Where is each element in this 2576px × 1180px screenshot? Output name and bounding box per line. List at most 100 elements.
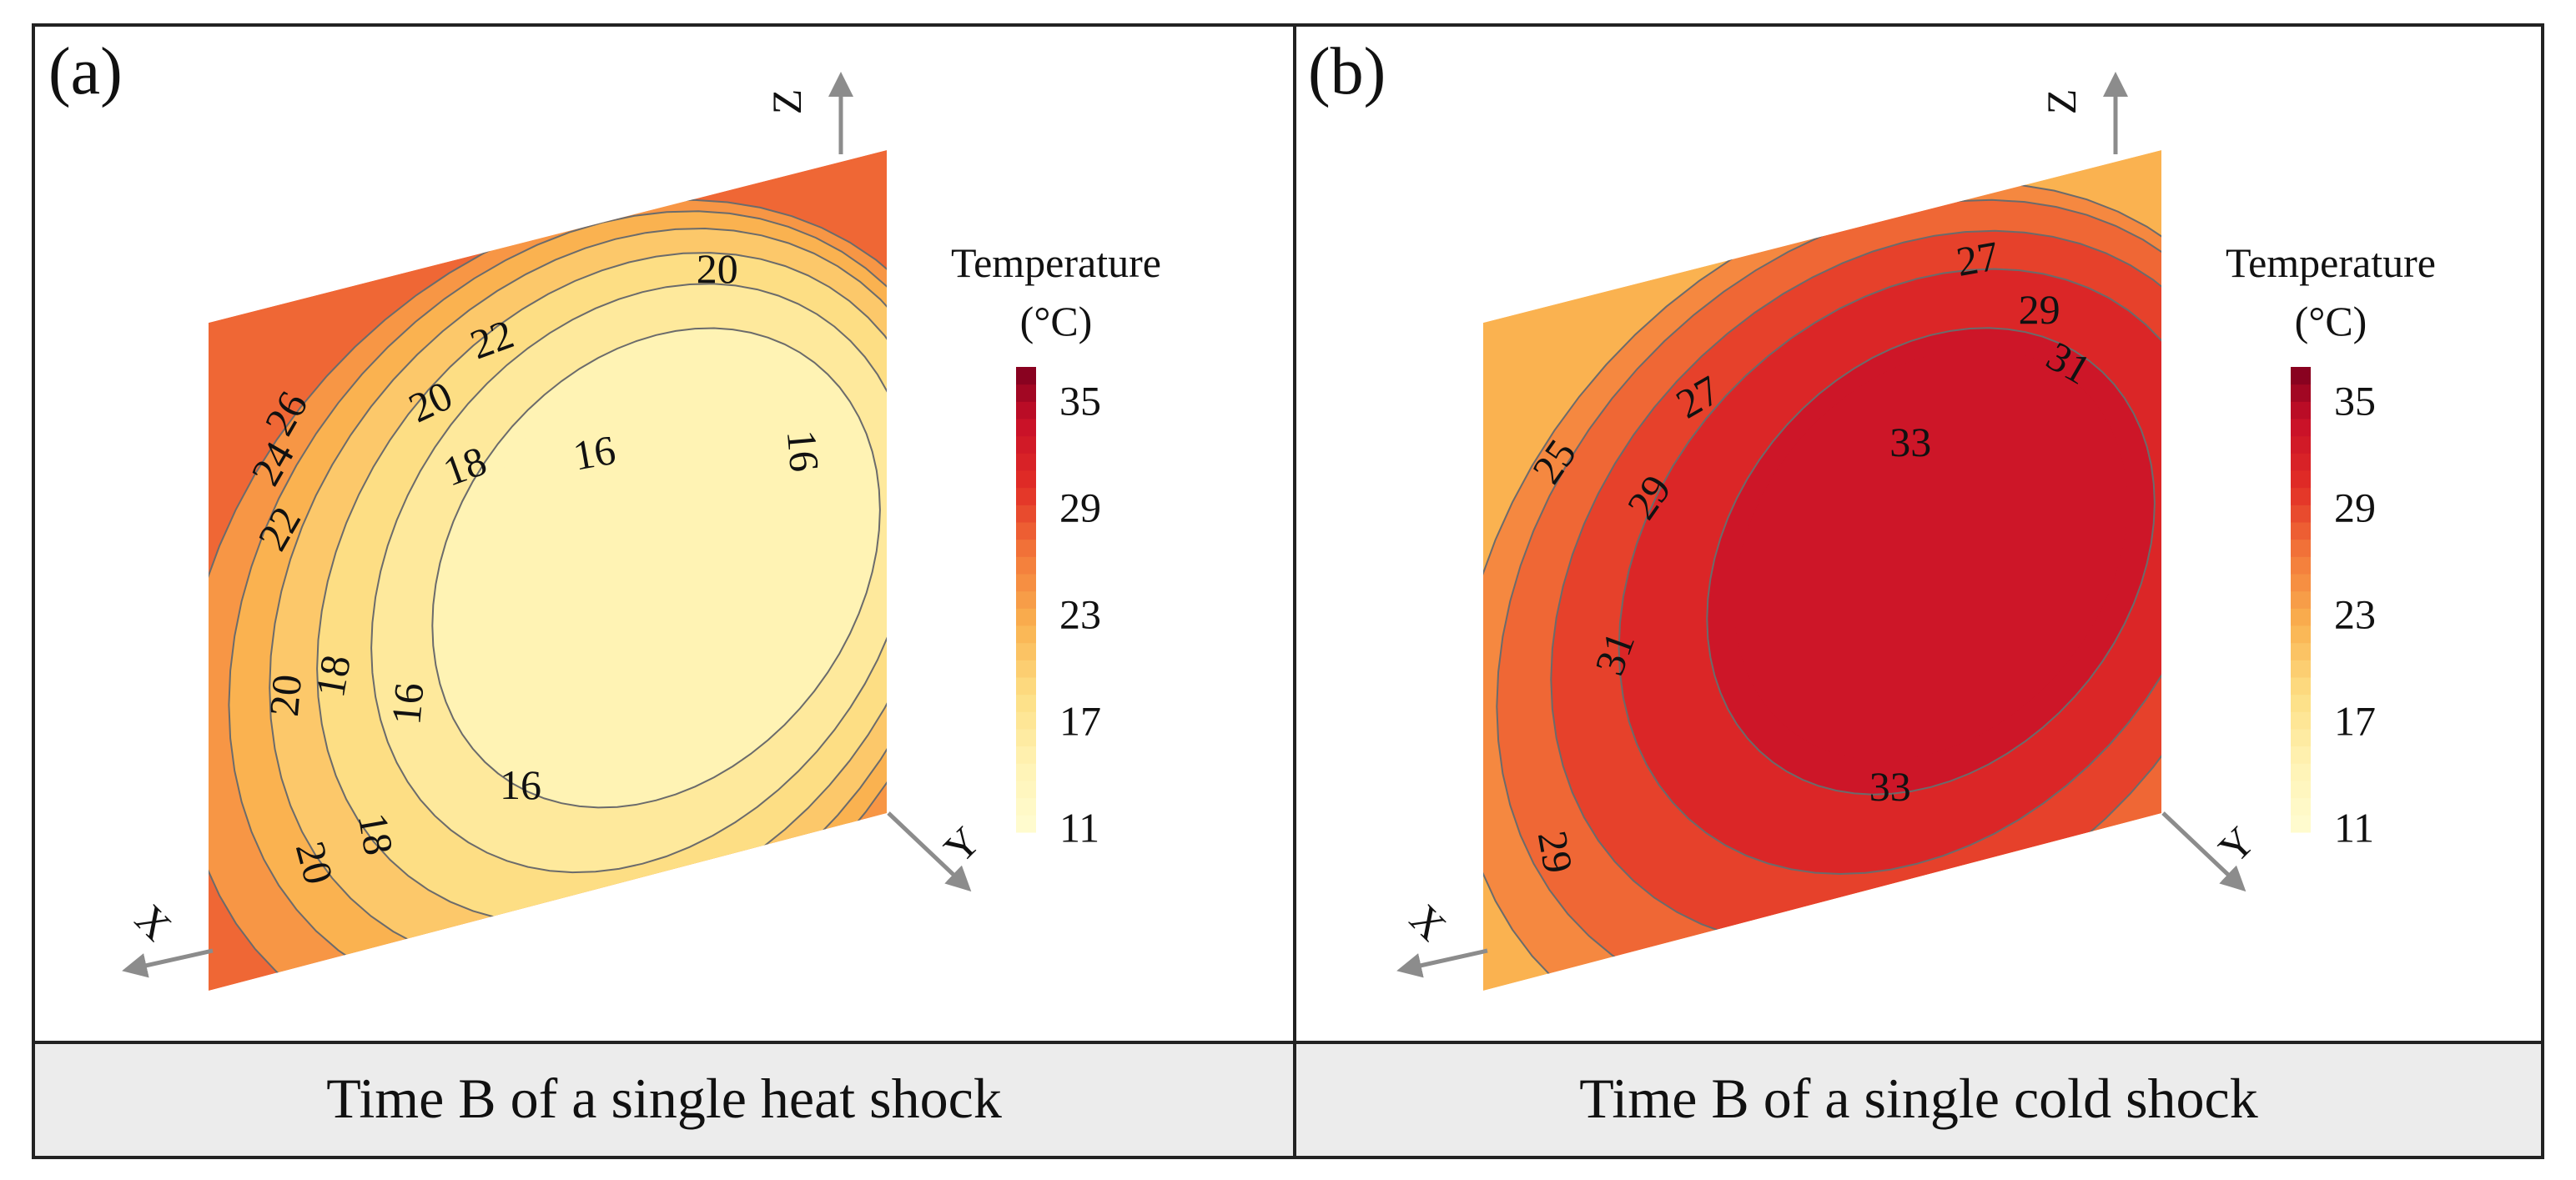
x-axis-arrow xyxy=(122,948,214,978)
colorbar-swatch xyxy=(2291,556,2311,575)
colorbar-swatch xyxy=(2291,711,2311,730)
contour-band xyxy=(1733,349,2128,761)
contour-label: 29 xyxy=(2019,286,2060,333)
colorbar-unit: (°C) xyxy=(2295,298,2367,344)
colorbar-swatch xyxy=(1016,729,1036,747)
colorbar-swatch xyxy=(1016,608,1036,626)
caption-band xyxy=(33,1042,2543,1157)
colorbar-swatch xyxy=(2291,539,2311,557)
panel-b-letter: (b) xyxy=(1308,35,1386,108)
colorbar-swatch xyxy=(1016,574,1036,592)
colorbar-swatch xyxy=(2291,384,2311,402)
colorbar-swatch xyxy=(1016,435,1036,454)
x-axis-label: X xyxy=(126,895,180,949)
colorbar-swatch xyxy=(1016,660,1036,678)
colorbar-swatch xyxy=(2291,660,2311,678)
colorbar-swatch xyxy=(1016,797,1036,816)
colorbar-swatch xyxy=(2291,470,2311,489)
colorbar-tick-label: 17 xyxy=(1059,697,1101,744)
colorbar-tick-label: 35 xyxy=(2334,377,2376,424)
colorbar-swatch xyxy=(1016,384,1036,402)
colorbar-swatch xyxy=(2291,487,2311,505)
colorbar-swatch xyxy=(1016,453,1036,471)
colorbar-swatch xyxy=(1016,419,1036,437)
colorbar-swatch xyxy=(1016,677,1036,695)
colorbar-swatch xyxy=(2291,453,2311,471)
colorbar-swatch xyxy=(2291,729,2311,747)
colorbar-swatch xyxy=(2291,522,2311,540)
colorbar-swatch xyxy=(2291,677,2311,695)
contour-label: 29 xyxy=(1529,827,1582,876)
colorbar-swatch xyxy=(1016,539,1036,557)
y-axis-arrow xyxy=(887,811,972,892)
colorbar-swatch xyxy=(2291,590,2311,609)
colorbar-tick-label: 23 xyxy=(1059,590,1101,637)
contour-label: 16 xyxy=(778,428,828,474)
colorbar: Temperature (°C) 11 17 23 29 35 xyxy=(2226,239,2436,851)
colorbar-swatch xyxy=(1016,746,1036,764)
panel-b-caption: Time B of a single cold shock xyxy=(1579,1067,2257,1130)
y-axis-arrow xyxy=(2161,811,2246,892)
colorbar-swatch xyxy=(1016,470,1036,489)
colorbar-swatch xyxy=(1016,367,1036,385)
colorbar-title: Temperature xyxy=(951,239,1161,286)
colorbar-unit: (°C) xyxy=(1020,298,1093,344)
colorbar-swatch xyxy=(2291,505,2311,523)
contour-label: 16 xyxy=(500,761,541,808)
colorbar: Temperature (°C) 11 17 23 29 35 xyxy=(951,239,1161,851)
colorbar-swatch xyxy=(1016,711,1036,730)
colorbar-swatch xyxy=(1016,505,1036,523)
z-axis-label: Z xyxy=(2038,89,2085,115)
colorbar-swatch xyxy=(1016,781,1036,799)
colorbar-title: Temperature xyxy=(2226,239,2436,286)
colorbar-swatch xyxy=(2291,781,2311,799)
colorbar-swatch xyxy=(1016,625,1036,644)
contour-label: 27 xyxy=(1953,232,2002,285)
colorbar-swatch xyxy=(2291,574,2311,592)
colorbar-swatch xyxy=(1016,590,1036,609)
colorbar-tick-label: 29 xyxy=(2334,484,2376,530)
contour-label: 20 xyxy=(697,245,738,292)
colorbar-swatch xyxy=(2291,797,2311,816)
colorbar-swatch xyxy=(2291,694,2311,712)
panel-a-caption: Time B of a single heat shock xyxy=(326,1067,1002,1130)
colorbar-tick-label: 35 xyxy=(1059,377,1101,424)
colorbar-swatch xyxy=(2291,419,2311,437)
contour-label: 20 xyxy=(260,672,310,718)
contour-label: 16 xyxy=(570,426,619,480)
colorbar-swatch xyxy=(2291,608,2311,626)
contour-label: 33 xyxy=(1889,419,1931,465)
contour-label: 18 xyxy=(306,651,360,700)
colorbar-tick-label: 29 xyxy=(1059,484,1101,530)
contour-label: 16 xyxy=(382,681,432,727)
colorbar-swatch xyxy=(1016,522,1036,540)
colorbar-swatch xyxy=(1016,815,1036,833)
colorbar-tick-label: 23 xyxy=(2334,590,2376,637)
colorbar-swatch xyxy=(1016,694,1036,712)
colorbar-swatch xyxy=(2291,763,2311,781)
colorbar-swatch xyxy=(1016,642,1036,660)
colorbar-swatch xyxy=(1016,556,1036,575)
panel-b-plot: 27272529293131333329ZYXTemperature(°C)11… xyxy=(1396,72,2436,991)
colorbar-swatch xyxy=(2291,625,2311,644)
colorbar-tick-label: 11 xyxy=(2334,804,2374,851)
contour-band xyxy=(459,340,867,779)
z-axis-label: Z xyxy=(763,89,810,115)
colorbar-swatch xyxy=(1016,401,1036,419)
colorbar-tick-label: 17 xyxy=(2334,697,2376,744)
figure-border xyxy=(32,23,2544,1159)
colorbar-swatch xyxy=(2291,401,2311,419)
colorbar-swatch xyxy=(2291,815,2311,833)
colorbar-swatch xyxy=(1016,763,1036,781)
panel-a-letter: (a) xyxy=(48,35,123,108)
contour-surface xyxy=(209,150,887,991)
x-axis-label: X xyxy=(1401,895,1455,949)
colorbar-swatch xyxy=(2291,746,2311,764)
colorbar-swatch xyxy=(2291,642,2311,660)
colorbar-tick-label: 11 xyxy=(1059,804,1099,851)
colorbar-swatch xyxy=(2291,367,2311,385)
contour-label: 33 xyxy=(1869,763,1911,810)
x-axis-arrow xyxy=(1396,948,1488,978)
